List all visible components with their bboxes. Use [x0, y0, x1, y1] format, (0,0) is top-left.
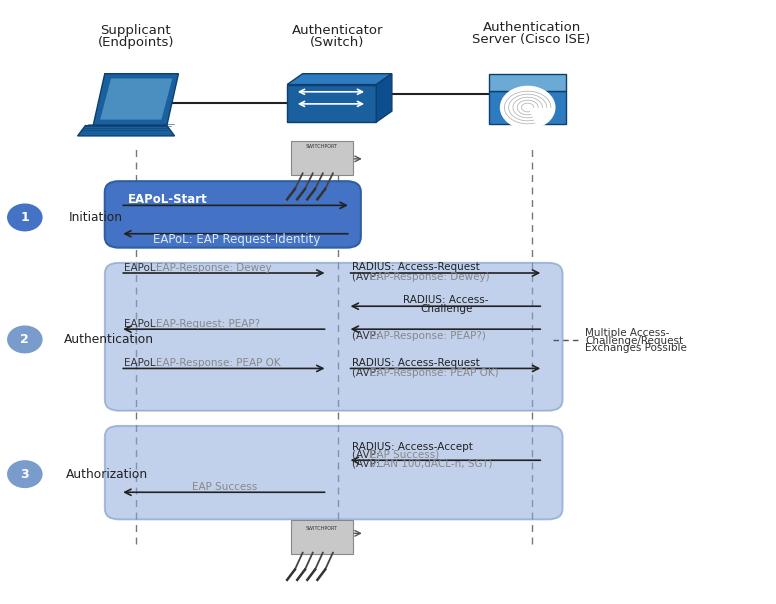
- Polygon shape: [93, 74, 178, 126]
- Text: (Switch): (Switch): [310, 36, 365, 49]
- FancyBboxPatch shape: [291, 141, 353, 175]
- Text: EAPoL: EAP Request-Identity: EAPoL: EAP Request-Identity: [153, 233, 320, 246]
- Text: 3: 3: [20, 467, 29, 481]
- Text: Exchanges Possible: Exchanges Possible: [585, 343, 687, 353]
- Text: Initiation: Initiation: [68, 211, 123, 224]
- Circle shape: [8, 204, 42, 231]
- Text: EAP-Response: PEAP OK): EAP-Response: PEAP OK): [370, 368, 499, 378]
- Text: (AVP:: (AVP:: [352, 272, 383, 281]
- FancyBboxPatch shape: [105, 426, 563, 519]
- Text: (AVP:: (AVP:: [352, 450, 383, 460]
- Circle shape: [8, 461, 42, 487]
- Text: SWITCHPORT: SWITCHPORT: [306, 144, 338, 149]
- Text: EAP-Response: PEAP?): EAP-Response: PEAP?): [370, 331, 486, 341]
- Text: SWITCHPORT: SWITCHPORT: [306, 526, 338, 531]
- Polygon shape: [489, 91, 566, 124]
- Text: EAP-Response: Dewey): EAP-Response: Dewey): [370, 272, 490, 281]
- Text: EAP-Response: Dewey: EAP-Response: Dewey: [156, 263, 272, 272]
- Text: (AVP:: (AVP:: [352, 331, 383, 341]
- Text: 2: 2: [20, 333, 29, 346]
- Polygon shape: [287, 85, 376, 122]
- Text: Supplicant: Supplicant: [100, 24, 171, 37]
- Text: Multiple Access-: Multiple Access-: [585, 329, 670, 338]
- Text: VLAN 100,dACL-n, SGT): VLAN 100,dACL-n, SGT): [370, 458, 493, 468]
- Text: Authenticator: Authenticator: [292, 24, 383, 37]
- Text: EAP Success: EAP Success: [192, 483, 258, 492]
- Text: (Endpoints): (Endpoints): [98, 36, 174, 49]
- Text: EAP Success): EAP Success): [370, 450, 439, 460]
- Circle shape: [501, 86, 555, 129]
- Text: EAPoL:: EAPoL:: [124, 358, 163, 368]
- Polygon shape: [78, 126, 175, 136]
- FancyBboxPatch shape: [105, 181, 361, 248]
- Text: Challenge/Request: Challenge/Request: [585, 336, 683, 345]
- Text: EAPoL-Start: EAPoL-Start: [128, 193, 208, 207]
- Polygon shape: [489, 74, 566, 91]
- Text: (AVP:: (AVP:: [352, 458, 383, 468]
- Polygon shape: [100, 79, 172, 120]
- Text: RADIUS: Access-Request: RADIUS: Access-Request: [352, 358, 480, 368]
- FancyBboxPatch shape: [291, 520, 353, 554]
- Polygon shape: [376, 74, 392, 122]
- FancyBboxPatch shape: [105, 263, 563, 411]
- Text: Server (Cisco ISE): Server (Cisco ISE): [473, 33, 591, 46]
- Text: Challenge: Challenge: [420, 304, 473, 313]
- Text: Authorization: Authorization: [66, 467, 148, 481]
- Text: EAPoL:: EAPoL:: [124, 263, 163, 272]
- Circle shape: [8, 326, 42, 353]
- Text: EAP-Request: PEAP?: EAP-Request: PEAP?: [156, 320, 260, 329]
- Text: 1: 1: [20, 211, 29, 224]
- Text: Authentication: Authentication: [64, 333, 154, 346]
- Text: EAPoL:: EAPoL:: [124, 320, 163, 329]
- Text: RADIUS: Access-Accept: RADIUS: Access-Accept: [352, 442, 473, 452]
- Text: (AVP:: (AVP:: [352, 368, 383, 378]
- Polygon shape: [287, 74, 392, 85]
- Text: EAP-Response: PEAP OK: EAP-Response: PEAP OK: [156, 358, 281, 368]
- Text: RADIUS: Access-: RADIUS: Access-: [404, 295, 489, 305]
- Text: RADIUS: Access-Request: RADIUS: Access-Request: [352, 262, 480, 272]
- Text: Authentication: Authentication: [483, 21, 580, 34]
